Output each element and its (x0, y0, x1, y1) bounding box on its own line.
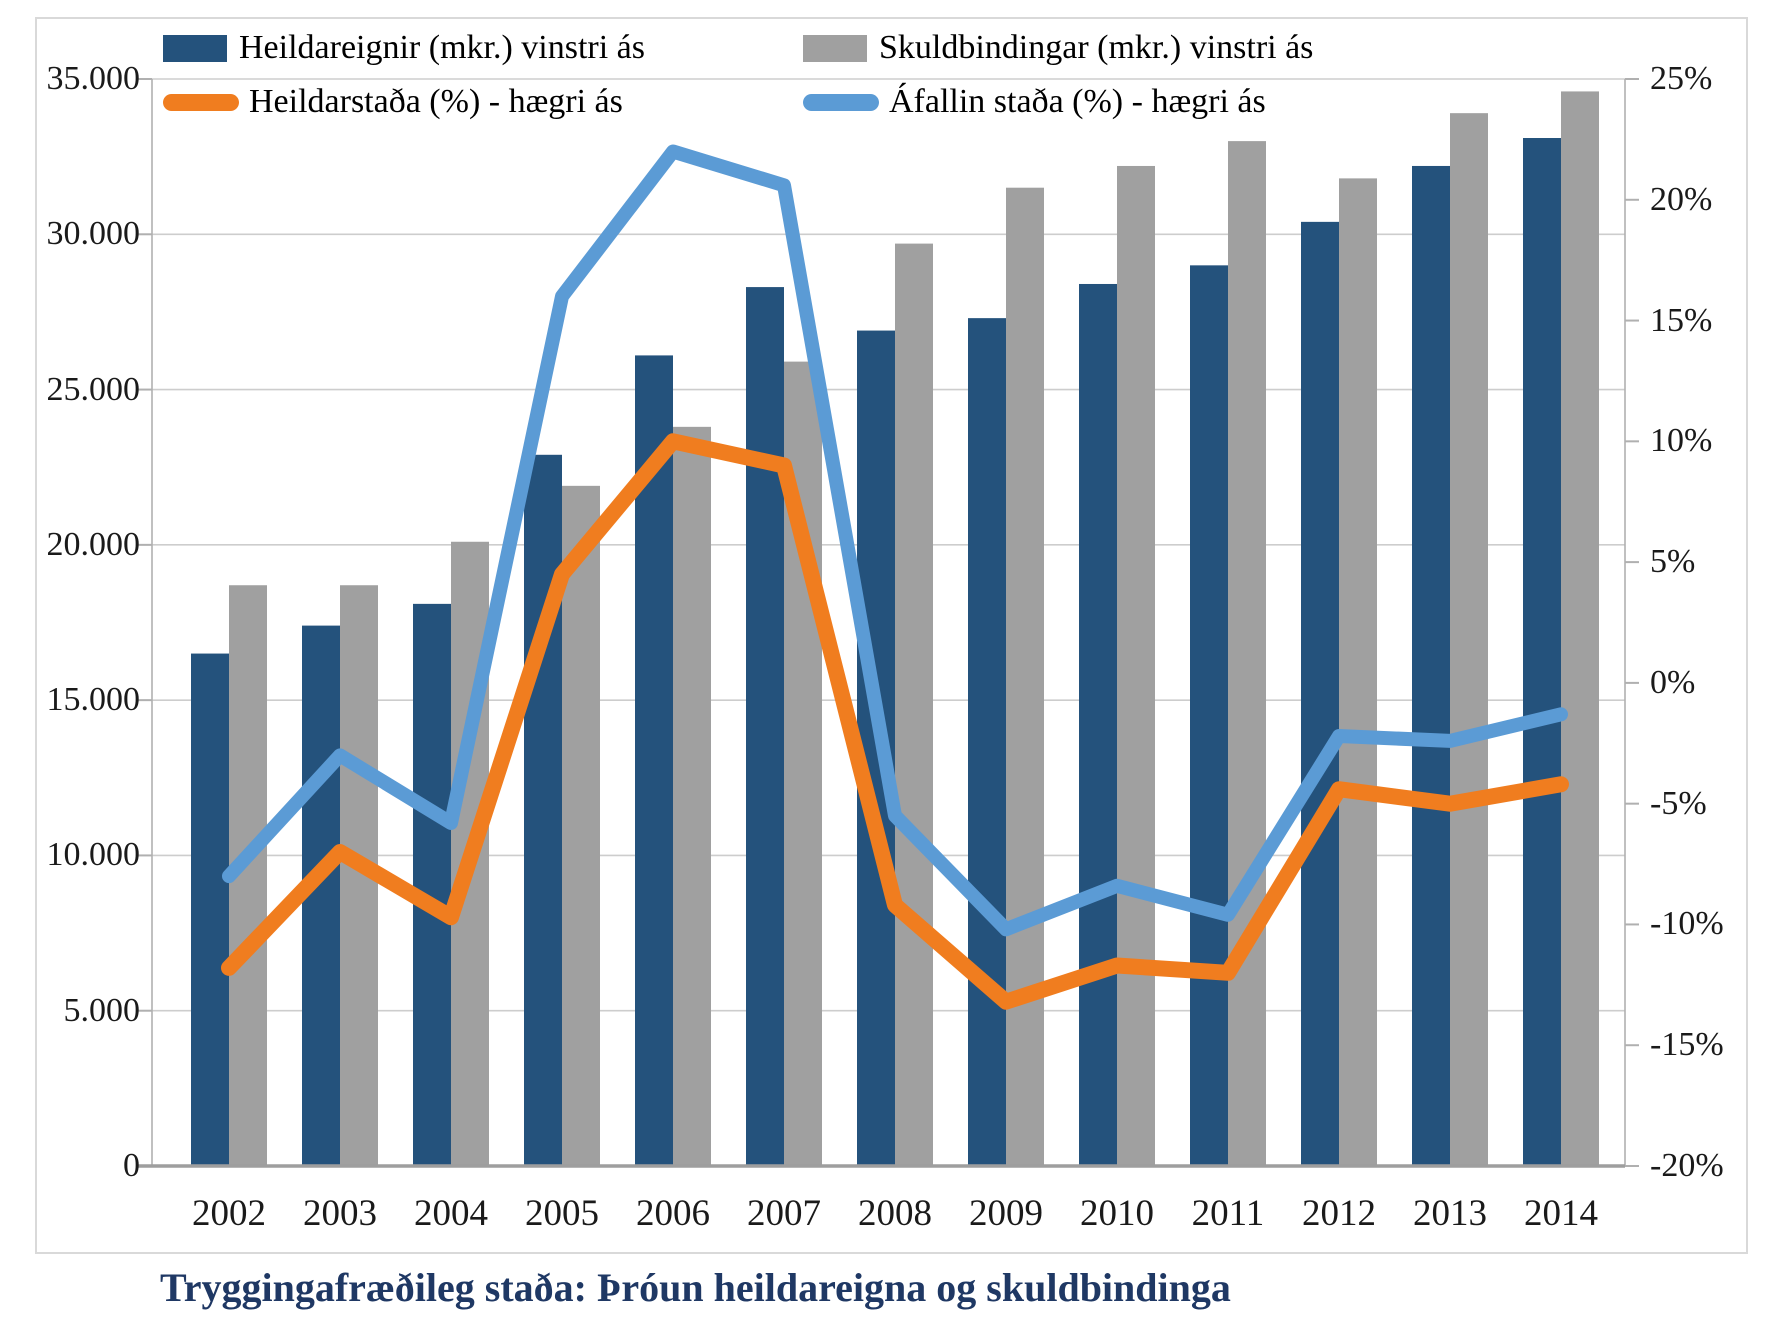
left-axis-label-15.000: 15.000 (46, 681, 141, 719)
x-axis-label-2012: 2012 (1302, 1193, 1376, 1234)
left-axis-label-25.000: 25.000 (46, 370, 141, 408)
right-axis-label--20%: -20% (1650, 1147, 1724, 1184)
right-axis-label--10%: -10% (1650, 905, 1724, 943)
bar-skuldbindingar-2012 (1339, 178, 1377, 1166)
bar-heildareignir-2011 (1190, 265, 1228, 1166)
bar-skuldbindingar-2005 (562, 485, 600, 1166)
bar-skuldbindingar-2013 (1450, 113, 1488, 1167)
legend-swatch-accrued-line (803, 93, 879, 111)
left-axis-label-5.000: 5.000 (63, 991, 141, 1029)
legend-label: Áfallin staða (%) - hægri ás (889, 83, 1266, 120)
bar-heildareignir-2004 (413, 603, 451, 1166)
left-axis-label-30.000: 30.000 (46, 215, 141, 253)
left-axis-label-20.000: 20.000 (46, 525, 141, 563)
bar-heildareignir-2013 (1412, 165, 1450, 1166)
legend-swatch-assets-bar (163, 34, 227, 62)
left-axis-label-10.000: 10.000 (46, 836, 141, 874)
legend-swatch-total-line (163, 93, 239, 111)
bar-skuldbindingar-2009 (1006, 187, 1044, 1166)
x-axis-label-2005: 2005 (525, 1193, 599, 1234)
bar-skuldbindingar-2011 (1228, 141, 1266, 1167)
right-axis-label-5%: 5% (1650, 543, 1696, 581)
x-axis-label-2013: 2013 (1413, 1193, 1487, 1234)
x-axis-label-2002: 2002 (192, 1193, 266, 1234)
bar-heildareignir-2007 (746, 287, 784, 1166)
legend-item-heildareignir: Heildareignir (mkr.) vinstri ás (163, 27, 645, 69)
legend-item-heildarstada: Heildarstaða (%) - hægri ás (163, 81, 623, 123)
right-axis-label-0%: 0% (1650, 663, 1696, 701)
x-axis-label-2004: 2004 (414, 1193, 488, 1234)
right-axis-label--15%: -15% (1650, 1026, 1724, 1064)
legend-item-skuldbindingar: Skuldbindingar (mkr.) vinstri ás (803, 27, 1313, 69)
chart-frame (35, 17, 1748, 1254)
x-axis-label-2008: 2008 (858, 1193, 932, 1234)
bar-heildareignir-2005 (524, 454, 562, 1166)
bar-heildareignir-2002 (191, 653, 229, 1166)
legend-label: Heildareignir (mkr.) vinstri ás (239, 29, 646, 66)
x-axis-label-2007: 2007 (747, 1193, 821, 1234)
x-axis-label-2010: 2010 (1080, 1193, 1154, 1234)
bar-heildareignir-2014 (1523, 138, 1561, 1167)
legend-swatch-liabilities-bar (803, 34, 867, 62)
line-heildarstada (221, 433, 1569, 1010)
x-axis-label-2003: 2003 (303, 1193, 377, 1234)
right-axis-label-20%: 20% (1650, 180, 1713, 218)
right-axis-label-25%: 25% (1650, 60, 1713, 97)
legend-item-afallin-stada: Áfallin staða (%) - hægri ás (803, 81, 1266, 123)
legend-label: Heildarstaða (%) - hægri ás (249, 83, 623, 120)
left-axis-label-35.000: 35.000 (46, 60, 141, 97)
right-axis-label-10%: 10% (1650, 422, 1713, 460)
bar-skuldbindingar-2010 (1117, 165, 1155, 1166)
right-axis-label--5%: -5% (1650, 784, 1707, 822)
bar-skuldbindingar-2014 (1561, 91, 1599, 1167)
legend-label: Skuldbindingar (mkr.) vinstri ás (879, 29, 1314, 66)
line-afallin-stada (222, 144, 1568, 937)
left-axis-label-0: 0 (123, 1147, 140, 1184)
x-axis-label-2011: 2011 (1191, 1193, 1265, 1234)
right-axis-label-15%: 15% (1650, 301, 1713, 339)
bar-heildareignir-2012 (1301, 221, 1339, 1166)
x-axis-label-2014: 2014 (1524, 1193, 1598, 1234)
bar-skuldbindingar-2006 (673, 426, 711, 1167)
chart-title: Tryggingafræðileg staða: Þróun heildarei… (160, 1265, 1231, 1310)
x-axis-label-2009: 2009 (969, 1193, 1043, 1234)
bar-heildareignir-2010 (1079, 283, 1117, 1166)
bar-heildareignir-2009 (968, 318, 1006, 1166)
x-axis-label-2006: 2006 (636, 1193, 710, 1234)
bar-skuldbindingar-2008 (895, 243, 933, 1167)
